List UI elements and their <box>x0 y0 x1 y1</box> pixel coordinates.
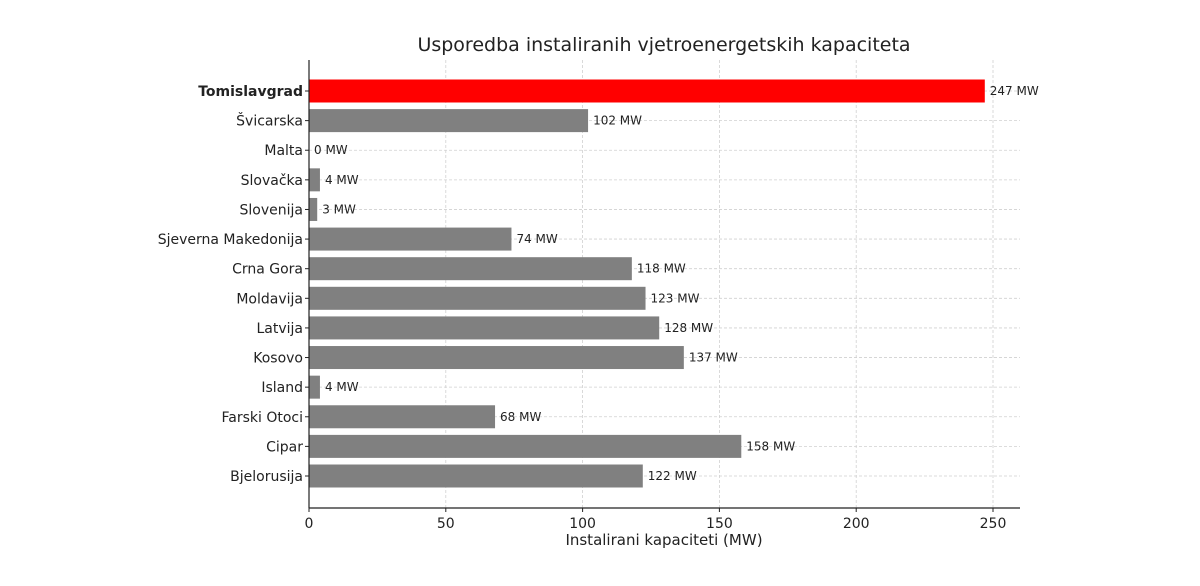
bar-sjeverna-makedonija <box>309 227 512 251</box>
data-label: 123 MW <box>651 291 700 305</box>
y-tick-label: Moldavija <box>236 291 303 307</box>
y-tick-label: Slovenija <box>240 202 303 218</box>
data-label: 3 MW <box>322 202 356 216</box>
bar-crna-gora <box>309 257 632 281</box>
x-tick-label: 150 <box>706 516 733 532</box>
y-tick-label: Kosovo <box>253 351 303 367</box>
y-tick-label: Bjelorusija <box>230 469 303 485</box>
x-tick-label: 0 <box>305 516 314 532</box>
x-axis-label: Instalirani kapaciteti (MW) <box>565 531 762 549</box>
y-tick-label: Island <box>261 380 303 396</box>
y-tick-label: Tomislavgrad <box>198 84 303 100</box>
x-tick-label: 50 <box>437 516 455 532</box>
data-label: 68 MW <box>500 410 541 424</box>
y-tick-label: Švicarska <box>236 112 303 130</box>
chart-title: Usporedba instaliranih vjetroenergetskih… <box>417 34 910 56</box>
x-tick-label: 100 <box>569 516 596 532</box>
x-tick-label: 200 <box>843 516 870 532</box>
data-label: 128 MW <box>664 321 713 335</box>
data-label: 137 MW <box>689 351 738 365</box>
data-label: 0 MW <box>314 143 348 157</box>
data-label: 102 MW <box>593 114 642 128</box>
y-tick-label: Latvija <box>256 321 303 337</box>
bar-kosovo <box>309 346 684 370</box>
bar-latvija <box>309 316 660 340</box>
bar-cipar <box>309 434 742 458</box>
bar-švicarska <box>309 109 589 133</box>
bar-moldavija <box>309 286 646 310</box>
y-tick-label: Sjeverna Makedonija <box>158 232 303 248</box>
data-label: 4 MW <box>325 173 359 187</box>
data-label: 74 MW <box>516 232 557 246</box>
data-label: 4 MW <box>325 380 359 394</box>
y-tick-label: Cipar <box>266 439 303 455</box>
x-tick-label: 250 <box>980 516 1007 532</box>
bar-slovačka <box>309 168 320 192</box>
data-label: 118 MW <box>637 262 686 276</box>
data-label: 158 MW <box>746 439 795 453</box>
bar-tomislavgrad <box>309 79 985 103</box>
bar-slovenija <box>309 197 318 221</box>
y-tick-label: Slovačka <box>241 173 303 189</box>
bar-bjelorusija <box>309 464 643 488</box>
data-label: 122 MW <box>648 469 697 483</box>
data-label: 247 MW <box>990 84 1039 98</box>
y-tick-label: Malta <box>264 143 303 159</box>
y-tick-label: Farski Otoci <box>221 410 303 426</box>
y-tick-label: Crna Gora <box>232 262 303 278</box>
bar-farski-otoci <box>309 405 496 429</box>
bar-island <box>309 375 320 399</box>
